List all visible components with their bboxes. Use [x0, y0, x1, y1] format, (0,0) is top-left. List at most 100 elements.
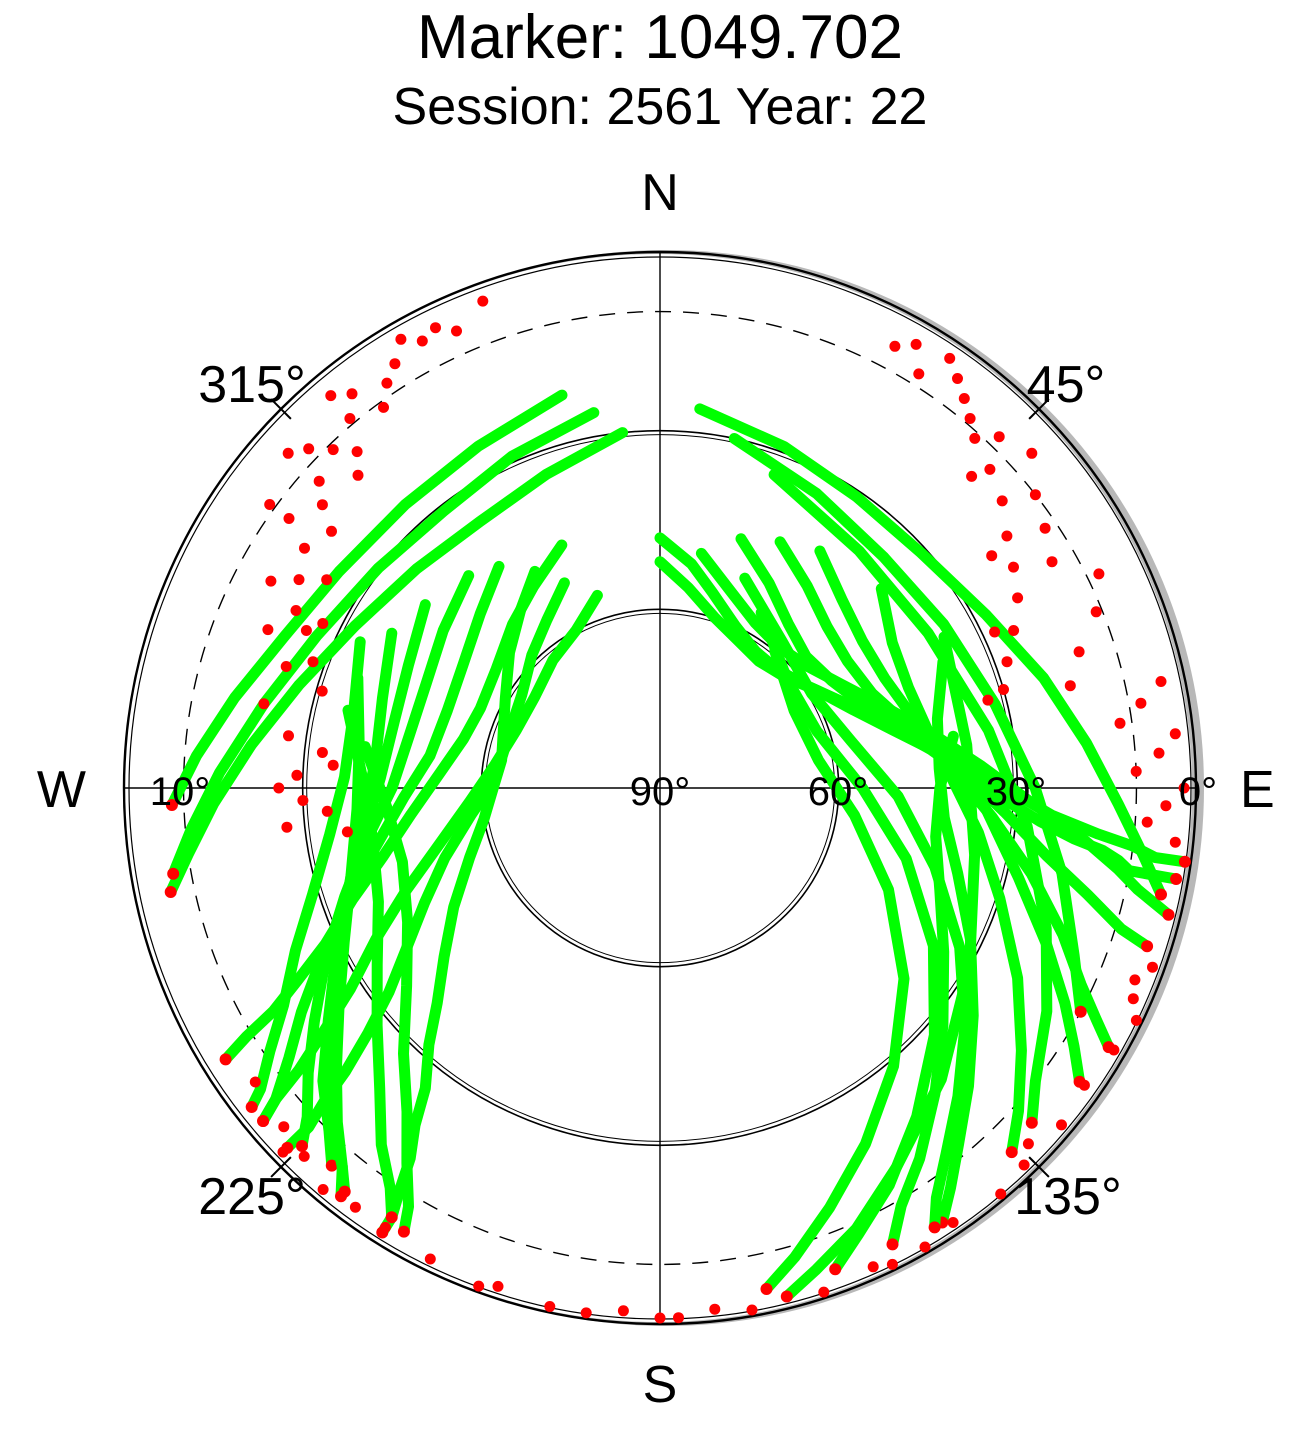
- track-end-point-9: [886, 1238, 899, 1251]
- track-end-point-27: [1074, 1005, 1087, 1018]
- azimuth-tick-45: [1028, 398, 1050, 420]
- rejected-point-90: [1018, 1159, 1030, 1171]
- rejected-point-38: [321, 574, 333, 586]
- azimuth-label-315: 315°: [198, 356, 306, 414]
- rejected-point-68: [1169, 728, 1181, 740]
- elevation-label-60: 60°: [808, 770, 869, 814]
- rejected-point-101: [617, 1305, 629, 1317]
- rejected-point-77: [889, 340, 901, 352]
- rejected-point-110: [298, 1150, 310, 1162]
- track-end-point-3: [1162, 908, 1175, 921]
- rejected-point-46: [964, 413, 976, 424]
- rejected-point-10: [313, 475, 325, 487]
- rejected-point-114: [249, 1076, 261, 1088]
- rejected-point-43: [944, 352, 956, 364]
- rejected-point-71: [1178, 782, 1190, 794]
- rejected-point-44: [952, 373, 963, 384]
- rejected-point-81: [982, 694, 994, 706]
- rejected-point-31: [281, 821, 293, 833]
- satellite-track-22: [257, 589, 603, 1127]
- track-end-point-18: [296, 1140, 308, 1152]
- rejected-point-25: [316, 747, 328, 758]
- rejected-point-28: [273, 782, 285, 794]
- rejected-point-105: [473, 1280, 485, 1292]
- azimuth-tick-135: [1028, 1156, 1050, 1178]
- rejected-point-87: [1078, 1079, 1090, 1091]
- rejected-point-11: [351, 446, 363, 458]
- rejected-point-18: [300, 625, 312, 636]
- elevation-label-90: 90°: [630, 770, 691, 814]
- rejected-point-33: [477, 295, 489, 307]
- track-end-point-25: [245, 1101, 258, 1113]
- rejected-point-14: [299, 542, 310, 554]
- track-end-point-31: [165, 799, 178, 811]
- rejected-point-12: [316, 499, 328, 511]
- rejected-point-9: [303, 443, 315, 455]
- rejected-point-82: [1147, 961, 1158, 973]
- rejected-point-83: [1129, 974, 1141, 986]
- track-end-point-11: [829, 1263, 842, 1276]
- satellite-track-30: [167, 407, 600, 880]
- rejected-point-37: [326, 525, 337, 537]
- rejected-point-96: [818, 1286, 830, 1298]
- track-end-point-12: [760, 1283, 773, 1295]
- rejected-point-59: [1008, 625, 1020, 636]
- rejected-point-70: [1130, 765, 1142, 777]
- rejected-point-100: [654, 1312, 666, 1324]
- rejected-point-30: [321, 805, 333, 817]
- rejected-point-49: [984, 463, 996, 475]
- rejected-point-4: [389, 358, 401, 370]
- rejected-point-27: [291, 769, 303, 781]
- rejected-point-51: [996, 495, 1008, 507]
- rejected-point-63: [998, 684, 1009, 695]
- rejected-point-85: [1130, 1014, 1142, 1026]
- track-end-point-29: [164, 886, 177, 898]
- rejected-point-54: [1039, 522, 1051, 534]
- rejected-point-99: [673, 1312, 684, 1324]
- rejected-point-78: [966, 470, 978, 482]
- satellite-track-9: [887, 730, 959, 1250]
- rejected-point-42: [264, 499, 276, 510]
- rejected-point-26: [327, 759, 339, 771]
- satellite-track-25: [246, 636, 366, 1113]
- rejected-point-104: [492, 1280, 504, 1292]
- compass-north-label: N: [641, 164, 679, 222]
- satellite-tracks: [164, 389, 1191, 1303]
- track-end-point-1: [1170, 873, 1183, 885]
- rejected-point-91: [995, 1188, 1007, 1200]
- track-end-point-7: [1005, 1146, 1018, 1159]
- rejected-point-89: [1022, 1138, 1034, 1150]
- compass-south-label: S: [643, 1356, 678, 1414]
- rejected-point-109: [317, 1184, 329, 1195]
- rejected-point-3: [430, 322, 441, 334]
- rejected-point-24: [283, 730, 294, 742]
- rejected-point-34: [451, 325, 462, 337]
- satellite-track-26: [768, 469, 1053, 1129]
- chart-title: Marker: 1049.702: [417, 3, 903, 72]
- rejected-point-80: [989, 626, 1001, 638]
- rejected-point-45: [958, 393, 970, 404]
- track-end-point-26: [1025, 1116, 1038, 1129]
- elevation-label-30: 30°: [986, 770, 1047, 814]
- track-end-point-2: [1178, 855, 1191, 868]
- rejected-point-65: [1155, 676, 1167, 687]
- elevation-label-10-west: 10°: [150, 770, 211, 814]
- rejected-point-75: [910, 338, 922, 350]
- satellite-track-27: [728, 433, 1087, 1018]
- rejected-point-62: [1073, 646, 1085, 658]
- satellite-track-13: [781, 631, 981, 1302]
- rejected-point-94: [886, 1258, 898, 1270]
- rejected-point-35: [378, 401, 389, 413]
- rejected-point-102: [580, 1307, 592, 1319]
- rejected-point-58: [1093, 568, 1105, 580]
- rejected-point-39: [317, 618, 329, 629]
- elevation-label-0: 0°: [1179, 770, 1217, 814]
- azimuth-tick-315: [270, 398, 292, 420]
- rejected-point-98: [709, 1303, 721, 1315]
- azimuth-label-225: 225°: [198, 1168, 306, 1226]
- rejected-point-74: [1169, 836, 1181, 848]
- rejected-point-115: [220, 1053, 232, 1065]
- rejected-point-113: [257, 1115, 269, 1127]
- rejected-observations: [220, 295, 1190, 1324]
